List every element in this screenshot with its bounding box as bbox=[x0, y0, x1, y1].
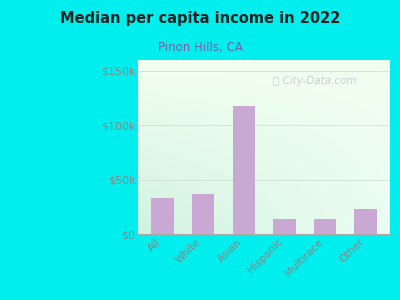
Bar bbox=[354, 209, 377, 234]
Text: Pinon Hills, CA: Pinon Hills, CA bbox=[158, 40, 242, 53]
Text: Median per capita income in 2022: Median per capita income in 2022 bbox=[60, 11, 340, 26]
Bar bbox=[273, 219, 296, 234]
Bar bbox=[192, 194, 214, 234]
Bar bbox=[232, 106, 255, 234]
Text: ⓘ City-Data.com: ⓘ City-Data.com bbox=[272, 76, 356, 86]
Bar bbox=[151, 198, 174, 234]
Bar bbox=[314, 219, 336, 234]
